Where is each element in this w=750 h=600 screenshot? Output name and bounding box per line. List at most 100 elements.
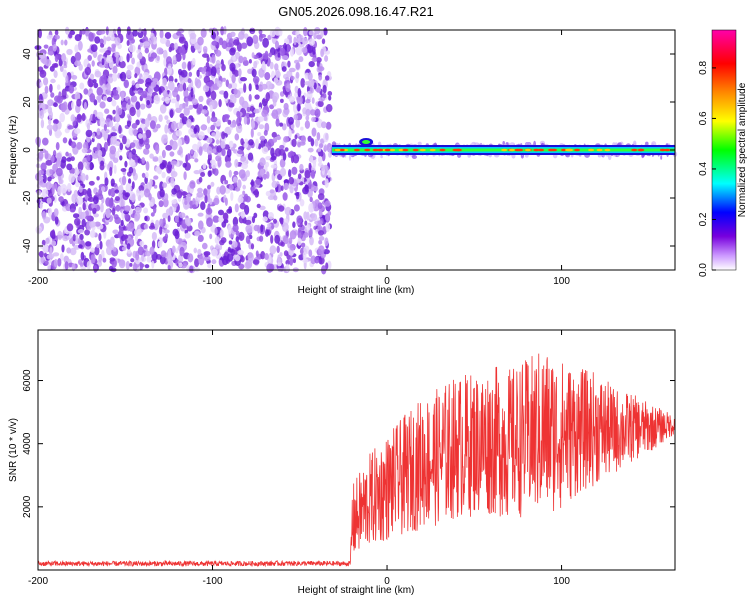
noise-dot	[101, 74, 107, 84]
noise-dot	[270, 234, 274, 244]
noise-dot	[141, 157, 146, 164]
noise-dot	[306, 224, 311, 231]
noise-dot	[188, 128, 194, 135]
noise-dot	[65, 203, 72, 212]
noise-dot	[305, 115, 310, 121]
noise-dot	[54, 183, 58, 190]
noise-dot	[198, 255, 205, 266]
noise-dot	[96, 176, 100, 181]
noise-dot	[126, 120, 132, 127]
noise-dot	[137, 158, 143, 164]
colorbar-label: Normalized spectral amplitude	[737, 82, 748, 217]
noise-dot	[186, 224, 193, 232]
noise-dot	[320, 48, 324, 58]
noise-dot	[259, 135, 266, 141]
noise-dot	[159, 188, 165, 198]
noise-dot	[285, 263, 290, 272]
band-peak	[353, 148, 360, 152]
noise-dot	[65, 26, 70, 35]
noise-dot	[162, 182, 168, 188]
noise-dot	[143, 207, 149, 214]
noise-dot	[234, 133, 240, 141]
noise-dot	[186, 193, 192, 203]
noise-dot	[249, 28, 255, 33]
noise-dot	[81, 147, 88, 154]
noise-dot	[267, 223, 272, 228]
noise-dot	[280, 98, 284, 103]
noise-dot	[85, 129, 93, 138]
noise-dot	[216, 80, 223, 88]
noise-dot	[274, 170, 281, 176]
noise-dot	[318, 74, 323, 81]
noise-dot	[105, 89, 112, 96]
noise-dot	[222, 77, 227, 82]
noise-dot	[138, 185, 145, 192]
noise-dot	[128, 152, 132, 161]
noise-dot	[207, 152, 212, 162]
noise-dot	[39, 109, 45, 120]
noise-dot	[250, 179, 254, 187]
noise-dot	[136, 61, 141, 68]
noise-dot	[233, 181, 238, 187]
noise-dot	[202, 84, 210, 93]
noise-dot	[131, 57, 136, 65]
noise-dot	[162, 198, 169, 208]
noise-dot	[181, 61, 187, 70]
noise-dot	[62, 69, 68, 78]
noise-dot	[140, 103, 146, 110]
noise-dot	[83, 88, 89, 95]
noise-dot	[327, 170, 331, 178]
noise-dot	[324, 178, 329, 189]
noise-dot	[183, 107, 190, 116]
noise-dot	[198, 176, 203, 183]
noise-dot	[262, 37, 269, 48]
noise-dot	[257, 132, 262, 137]
noise-dot	[221, 131, 226, 140]
noise-dot	[220, 26, 225, 36]
noise-dot	[189, 180, 196, 189]
y-tick-label: 6000	[22, 369, 33, 392]
noise-dot	[206, 115, 211, 124]
noise-dot	[322, 92, 327, 99]
noise-dot	[57, 186, 62, 196]
noise-dot	[188, 84, 192, 92]
noise-dot	[53, 208, 59, 217]
noise-dot	[51, 229, 56, 238]
noise-dot	[167, 254, 173, 264]
noise-dot	[60, 159, 66, 169]
x-tick-label: -200	[28, 276, 48, 287]
noise-dot	[299, 199, 305, 207]
noise-dot	[305, 99, 311, 104]
noise-dot	[237, 179, 242, 189]
noise-dot	[149, 246, 155, 255]
noise-dot	[119, 199, 126, 207]
noise-dot	[92, 113, 96, 124]
band-peak	[574, 148, 580, 152]
noise-dot	[87, 78, 94, 88]
noise-dot	[226, 253, 234, 262]
noise-dot	[104, 177, 109, 186]
noise-dot	[214, 236, 221, 244]
noise-dot	[98, 233, 102, 242]
noise-dot	[119, 155, 123, 161]
noise-dot	[240, 77, 247, 82]
noise-dot	[106, 83, 111, 92]
noise-dot	[200, 28, 207, 38]
noise-dot	[277, 52, 281, 58]
noise-dot	[90, 247, 95, 253]
noise-dot	[287, 60, 291, 68]
noise-dot	[321, 121, 327, 129]
noise-dot	[279, 144, 285, 150]
noise-dot	[227, 119, 232, 125]
noise-dot	[324, 55, 329, 62]
noise-dot	[246, 36, 254, 47]
noise-dot	[327, 91, 333, 96]
noise-dot	[230, 31, 236, 37]
noise-dot	[300, 78, 306, 88]
noise-dot	[288, 169, 292, 178]
noise-dot	[192, 143, 199, 151]
noise-dot	[44, 85, 49, 94]
noise-dot	[90, 254, 95, 264]
noise-dot	[159, 104, 167, 114]
